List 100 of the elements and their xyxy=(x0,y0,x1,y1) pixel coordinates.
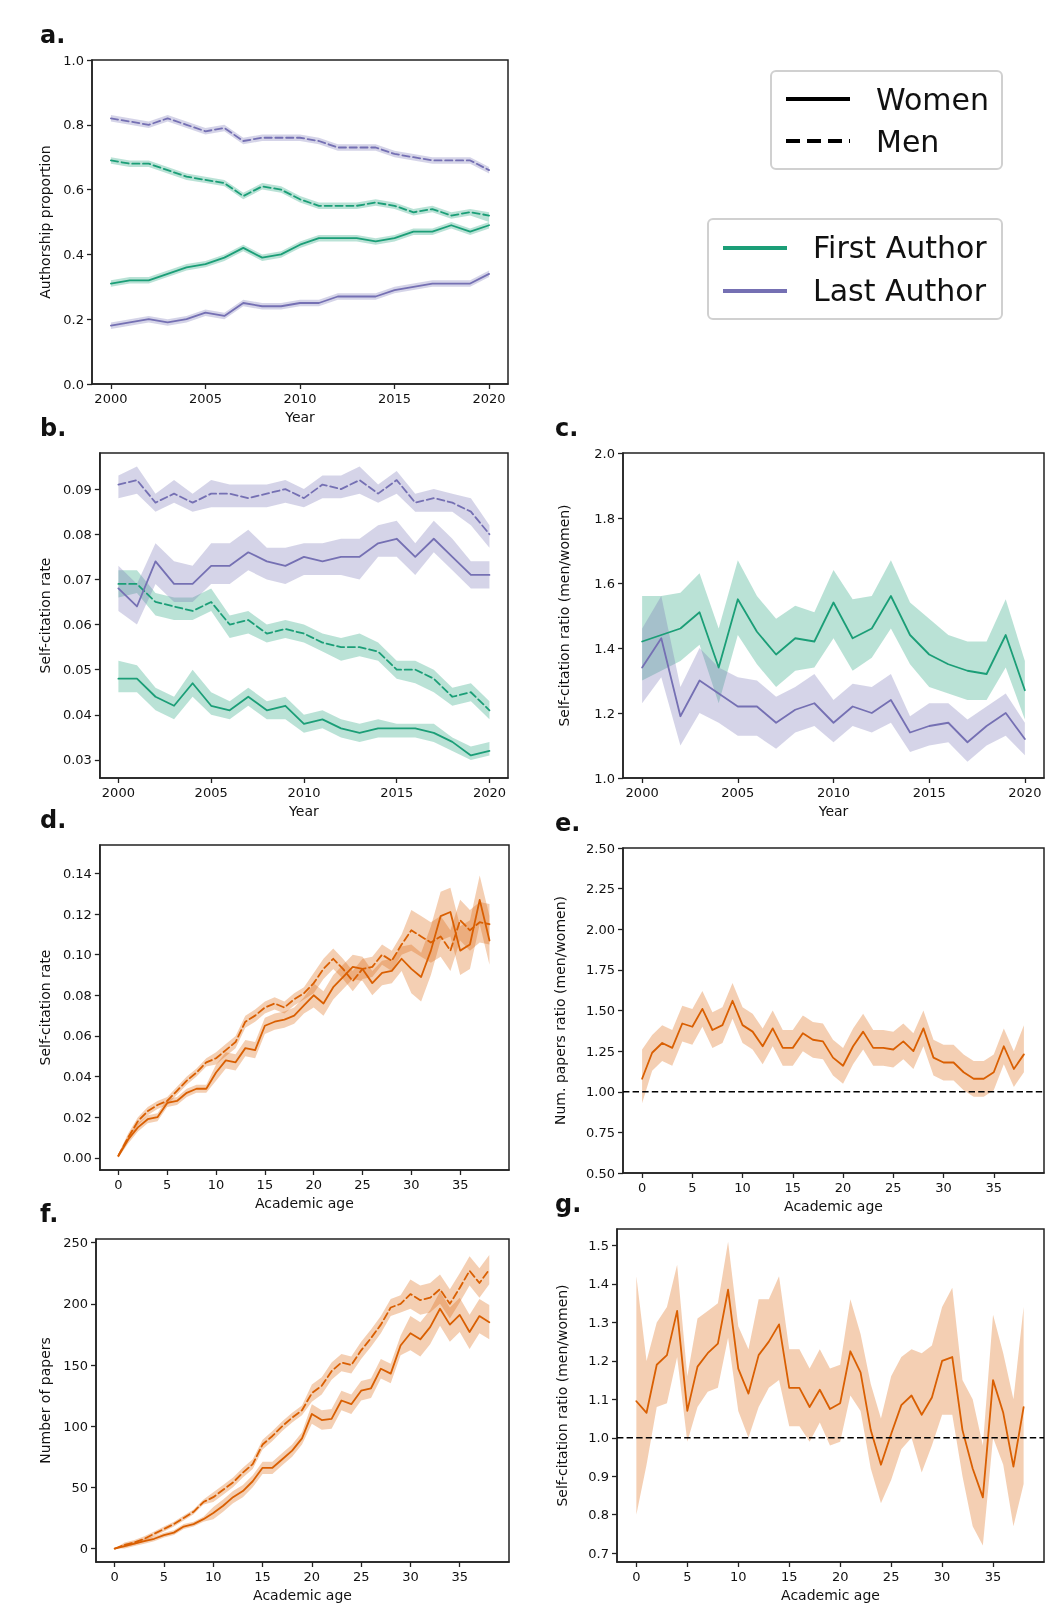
y-axis-title: Self-citation rate xyxy=(37,949,53,1066)
chart-title: a. xyxy=(40,21,66,49)
x-tick-label: 0 xyxy=(110,1569,119,1584)
y-tick-label: 100 xyxy=(63,1418,88,1434)
y-tick-label: 0.2 xyxy=(63,311,84,327)
y-tick-label: 50 xyxy=(71,1479,88,1495)
chart-title: g. xyxy=(555,1190,582,1218)
y-tick-label: 1.8 xyxy=(594,510,615,526)
y-tick-label: 0.8 xyxy=(63,117,84,133)
y-tick-label: 0.8 xyxy=(588,1507,609,1523)
x-tick-label: 35 xyxy=(985,1180,1003,1195)
x-tick-label: 15 xyxy=(256,1177,274,1192)
x-axis-title: Year xyxy=(817,802,849,819)
x-tick-label: 2005 xyxy=(194,785,228,800)
chart-title: e. xyxy=(555,809,581,837)
y-tick-label: 1.00 xyxy=(586,1084,615,1100)
y-tick-label: 0.00 xyxy=(62,1150,92,1166)
y-tick-label: 0.08 xyxy=(62,526,92,542)
y-axis-title: Authorship proportion xyxy=(37,145,53,299)
y-tick-label: 0.09 xyxy=(62,481,92,497)
y-tick-label: 0.07 xyxy=(62,571,92,587)
y-tick-label: 2.0 xyxy=(594,445,615,461)
x-tick-label: 30 xyxy=(933,1569,951,1584)
y-tick-label: 1.75 xyxy=(586,962,615,978)
x-tick-label: 2000 xyxy=(101,785,135,800)
x-tick-label: 2010 xyxy=(287,785,321,800)
y-axis-title: Number of papers xyxy=(37,1337,53,1464)
x-tick-label: 30 xyxy=(403,1177,420,1192)
y-tick-label: 2.00 xyxy=(586,921,615,937)
y-tick-label: 1.2 xyxy=(588,1353,609,1369)
y-tick-label: 1.3 xyxy=(588,1314,609,1330)
x-axis-title: Academic age xyxy=(253,1586,352,1603)
x-tick-label: 2020 xyxy=(1008,785,1042,800)
y-tick-label: 0 xyxy=(79,1541,88,1557)
y-tick-label: 0.4 xyxy=(63,246,84,262)
x-tick-label: 30 xyxy=(935,1180,952,1195)
y-tick-label: 0.06 xyxy=(62,1028,92,1044)
x-axis-title: Academic age xyxy=(254,1194,354,1211)
line-series xyxy=(641,999,1025,1080)
y-tick-label: 1.2 xyxy=(594,705,615,721)
x-tick-label: 15 xyxy=(780,1569,798,1584)
x-tick-label: 10 xyxy=(734,1180,751,1195)
y-tick-label: 1.5 xyxy=(588,1238,609,1254)
text: First Author xyxy=(813,230,987,265)
x-tick-label: 0 xyxy=(632,1569,641,1584)
y-tick-label: 1.0 xyxy=(588,1430,609,1446)
x-tick-label: 2015 xyxy=(378,391,412,406)
x-tick-label: 35 xyxy=(984,1569,1002,1584)
line-series xyxy=(117,537,491,608)
y-tick-label: 0.03 xyxy=(62,752,92,768)
y-tick-label: 1.0 xyxy=(63,52,84,68)
y-axis-title: Num. papers ratio (men/women) xyxy=(552,896,568,1125)
line-series xyxy=(641,637,1026,744)
x-tick-label: 2005 xyxy=(188,391,222,406)
x-tick-label: 5 xyxy=(159,1569,169,1584)
x-axis-title: Academic age xyxy=(784,1197,883,1214)
y-tick-label: 0.0 xyxy=(63,376,84,392)
y-tick-label: 0.08 xyxy=(62,987,92,1003)
x-tick-label: 2010 xyxy=(283,391,317,406)
x-tick-label: 25 xyxy=(352,1569,370,1584)
y-tick-label: 0.12 xyxy=(62,906,92,922)
x-tick-label: 35 xyxy=(451,1177,469,1192)
x-tick-label: 5 xyxy=(683,1569,692,1584)
line-series xyxy=(635,1288,1025,1499)
x-tick-label: 15 xyxy=(254,1569,271,1584)
y-tick-label: 0.02 xyxy=(62,1109,92,1125)
x-tick-label: 2005 xyxy=(721,785,755,800)
x-tick-label: 2020 xyxy=(472,391,506,406)
text: Women xyxy=(876,81,989,117)
x-tick-label: 0 xyxy=(637,1180,647,1195)
x-tick-label: 20 xyxy=(834,1180,852,1195)
y-tick-label: 0.50 xyxy=(586,1165,615,1181)
chart-title: f. xyxy=(40,1200,59,1228)
x-tick-label: 2015 xyxy=(912,785,946,800)
y-tick-label: 0.6 xyxy=(63,182,84,198)
x-tick-label: 20 xyxy=(305,1177,322,1192)
y-tick-label: 1.4 xyxy=(594,640,615,656)
y-tick-label: 2.50 xyxy=(586,840,615,856)
y-tick-label: 250 xyxy=(63,1235,88,1251)
x-tick-label: 35 xyxy=(451,1569,468,1584)
x-tick-label: 2015 xyxy=(380,785,414,800)
y-axis-title: Self-citation ratio (men/women) xyxy=(554,1284,570,1507)
y-tick-label: 1.1 xyxy=(588,1391,609,1407)
x-axis-title: Academic age xyxy=(781,1586,880,1603)
line-series xyxy=(117,677,491,757)
chart-title: c. xyxy=(555,414,579,442)
y-tick-label: 1.25 xyxy=(586,1043,615,1059)
x-tick-label: 20 xyxy=(303,1569,321,1584)
text: Last Author xyxy=(813,273,987,308)
line-series xyxy=(117,479,491,536)
y-axis-title: Self-citation ratio (men/women) xyxy=(556,504,572,727)
y-tick-label: 0.05 xyxy=(62,662,92,678)
y-axis-title: Self-citation rate xyxy=(37,557,53,674)
x-tick-label: 2020 xyxy=(472,785,506,800)
text: Men xyxy=(876,123,940,159)
y-tick-label: 0.9 xyxy=(588,1468,609,1484)
x-tick-label: 25 xyxy=(354,1177,371,1192)
x-tick-label: 10 xyxy=(730,1569,747,1584)
y-tick-label: 0.14 xyxy=(62,865,92,881)
y-tick-label: 150 xyxy=(63,1357,88,1373)
